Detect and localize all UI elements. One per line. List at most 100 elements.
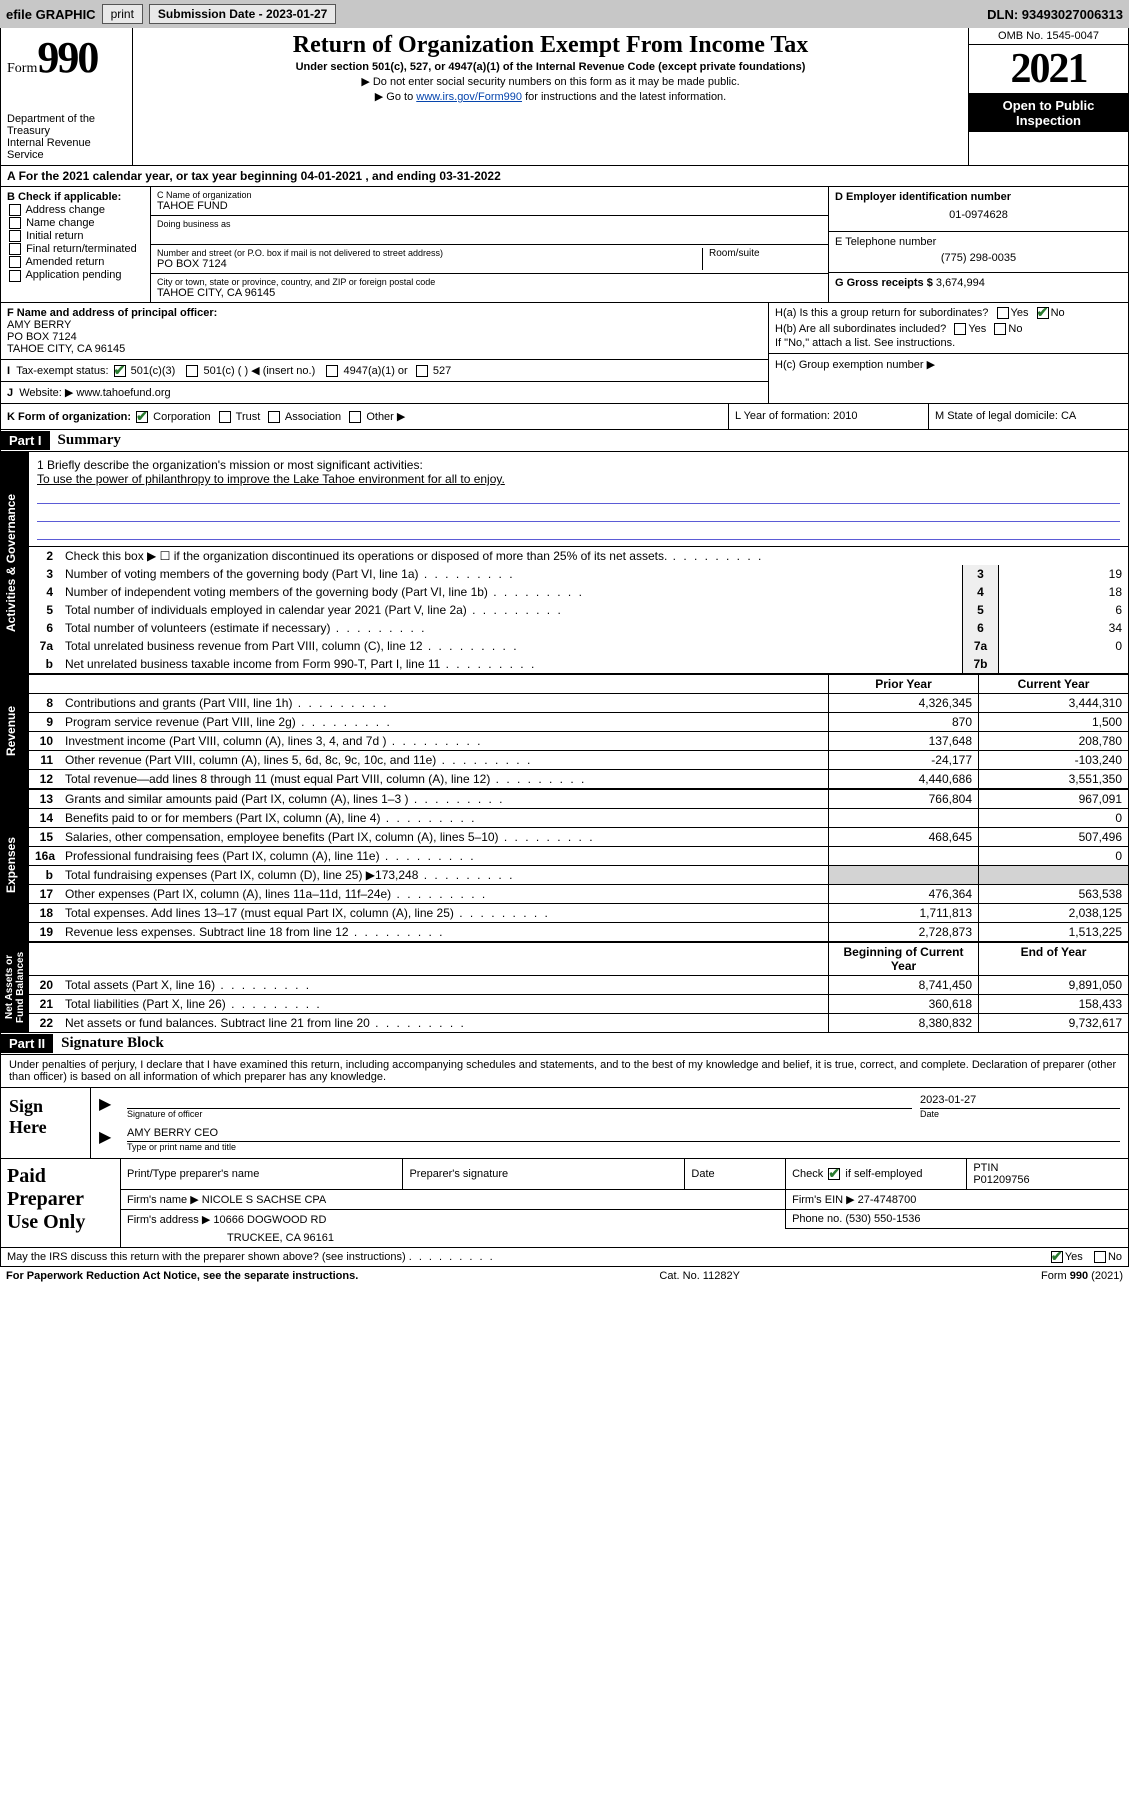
hb-note: If "No," attach a list. See instructions…: [775, 337, 1122, 349]
officer-label: F Name and address of principal officer:: [7, 307, 217, 319]
k-label: K Form of organization:: [7, 411, 131, 423]
goto-note: ▶ Go to www.irs.gov/Form990 for instruct…: [141, 90, 960, 103]
paperwork-notice: For Paperwork Reduction Act Notice, see …: [6, 1270, 358, 1282]
revenue-section: Revenue Prior Year Current Year 8Contrib…: [0, 674, 1129, 789]
form-subtitle: Under section 501(c), 527, or 4947(a)(1)…: [141, 61, 960, 73]
vlabel-expenses: Expenses: [1, 789, 29, 941]
expenses-section: Expenses 13Grants and similar amounts pa…: [0, 789, 1129, 942]
part-2-header: Part II Signature Block: [0, 1033, 1129, 1055]
org-name: TAHOE FUND: [157, 200, 822, 212]
data-row: 18Total expenses. Add lines 13–17 (must …: [29, 903, 1128, 922]
vlabel-revenue: Revenue: [1, 674, 29, 788]
arrow-icon: ▶: [99, 1094, 119, 1119]
open-inspection: Open to Public Inspection: [969, 94, 1128, 132]
may-discuss-q: May the IRS discuss this return with the…: [7, 1251, 406, 1263]
gov-row: 5Total number of individuals employed in…: [29, 601, 1128, 619]
chk-corp[interactable]: [136, 411, 148, 423]
addr-label: Number and street (or P.O. box if mail i…: [157, 248, 702, 258]
dept-treasury: Department of the Treasury: [7, 113, 126, 137]
chk-may-yes[interactable]: [1051, 1251, 1063, 1263]
block-b-through-g: B Check if applicable: Address change Na…: [0, 187, 1129, 303]
efile-topbar: efile GRAPHIC print Submission Date - 20…: [0, 0, 1129, 28]
ein-value: 01-0974628: [835, 203, 1122, 227]
data-row: 9Program service revenue (Part VIII, lin…: [29, 712, 1128, 731]
year-formation: L Year of formation: 2010: [728, 404, 928, 429]
chk-self-employed[interactable]: [828, 1168, 840, 1180]
ssn-note: ▶ Do not enter social security numbers o…: [141, 75, 960, 88]
col-headers: Prior Year Current Year: [29, 674, 1128, 693]
check-if-applicable: B Check if applicable: Address change Na…: [1, 187, 151, 302]
street-address: PO BOX 7124: [157, 258, 702, 270]
prep-sig-hdr: Preparer's signature: [403, 1159, 685, 1190]
perjury-declaration: Under penalties of perjury, I declare th…: [1, 1055, 1128, 1087]
chk-ha-yes[interactable]: [997, 307, 1009, 319]
dln-label: DLN: 93493027006313: [987, 7, 1123, 22]
irs-link[interactable]: www.irs.gov/Form990: [416, 91, 522, 103]
data-row: 8Contributions and grants (Part VIII, li…: [29, 693, 1128, 712]
chk-other[interactable]: [349, 411, 361, 423]
gross-receipts-label: G Gross receipts $: [835, 277, 933, 289]
chk-final-return[interactable]: [9, 243, 21, 255]
city-label: City or town, state or province, country…: [157, 277, 822, 287]
officer-addr2: TAHOE CITY, CA 96145: [7, 343, 125, 355]
efile-label: efile GRAPHIC: [6, 7, 96, 22]
officer-sig-label: Signature of officer: [127, 1108, 912, 1119]
chk-assoc[interactable]: [268, 411, 280, 423]
tax-exempt-label: Tax-exempt status:: [16, 365, 108, 377]
arrow-icon: ▶: [99, 1127, 119, 1152]
firm-phone-label: Phone no.: [792, 1213, 842, 1225]
data-row: 12Total revenue—add lines 8 through 11 (…: [29, 769, 1128, 788]
prep-name-hdr: Print/Type preparer's name: [121, 1159, 403, 1190]
submission-date: Submission Date - 2023-01-27: [149, 4, 336, 24]
page-footer: For Paperwork Reduction Act Notice, see …: [0, 1267, 1129, 1285]
print-button[interactable]: print: [102, 4, 143, 24]
gov-row: 7aTotal unrelated business revenue from …: [29, 637, 1128, 655]
data-row: 17Other expenses (Part IX, column (A), l…: [29, 884, 1128, 903]
chk-501c3[interactable]: [114, 365, 126, 377]
chk-application-pending[interactable]: [9, 270, 21, 282]
chk-527[interactable]: [416, 365, 428, 377]
part-1-header: Part I Summary: [0, 430, 1129, 452]
state-domicile: M State of legal domicile: CA: [928, 404, 1128, 429]
signature-block: Under penalties of perjury, I declare th…: [0, 1055, 1129, 1248]
gross-receipts-value: 3,674,994: [936, 277, 985, 289]
gov-row: 6Total number of volunteers (estimate if…: [29, 619, 1128, 637]
ptin-cell: PTINP01209756: [967, 1159, 1128, 1190]
chk-may-no[interactable]: [1094, 1251, 1106, 1263]
data-row: 14Benefits paid to or for members (Part …: [29, 808, 1128, 827]
firm-addr1: 10666 DOGWOOD RD: [213, 1214, 326, 1226]
data-row: 10Investment income (Part VIII, column (…: [29, 731, 1128, 750]
chk-4947[interactable]: [326, 365, 338, 377]
room-suite-label: Room/suite: [702, 248, 822, 270]
sign-here: Sign Here ▶ Signature of officer 2023-01…: [1, 1087, 1128, 1158]
officer-addr1: PO BOX 7124: [7, 331, 77, 343]
chk-hb-no[interactable]: [994, 323, 1006, 335]
firm-ein-label: Firm's EIN ▶: [792, 1194, 855, 1206]
na-col-headers: Beginning of Current Year End of Year: [29, 942, 1128, 975]
firm-phone: (530) 550-1536: [845, 1213, 920, 1225]
tax-year: 2021: [969, 45, 1128, 94]
chk-trust[interactable]: [219, 411, 231, 423]
form-number: Form990: [7, 32, 126, 83]
hb-label: H(b) Are all subordinates included?: [775, 323, 946, 335]
gov-row: bNet unrelated business taxable income f…: [29, 655, 1128, 673]
website-label: Website: ▶: [19, 387, 73, 399]
omb-number: OMB No. 1545-0047: [969, 28, 1128, 45]
officer-name: AMY BERRY: [7, 319, 71, 331]
mission-block: 1 Briefly describe the organization's mi…: [29, 452, 1128, 547]
firm-addr-label: Firm's address ▶: [127, 1214, 210, 1226]
prep-date-hdr: Date: [685, 1159, 786, 1190]
sig-date-label: Date: [920, 1108, 1120, 1119]
gov-row: 2Check this box ▶ ☐ if the organization …: [29, 547, 1128, 565]
chk-amended-return[interactable]: [9, 256, 21, 268]
form-header: Form990 Department of the Treasury Inter…: [0, 28, 1129, 166]
chk-501c[interactable]: [186, 365, 198, 377]
gov-row: 4Number of independent voting members of…: [29, 583, 1128, 601]
chk-ha-no[interactable]: [1037, 307, 1049, 319]
data-row: 11Other revenue (Part VIII, column (A), …: [29, 750, 1128, 769]
form-ref: Form 990 (2021): [1041, 1270, 1123, 1282]
chk-address-change[interactable]: [9, 204, 21, 216]
chk-hb-yes[interactable]: [954, 323, 966, 335]
chk-initial-return[interactable]: [9, 230, 21, 242]
chk-name-change[interactable]: [9, 217, 21, 229]
